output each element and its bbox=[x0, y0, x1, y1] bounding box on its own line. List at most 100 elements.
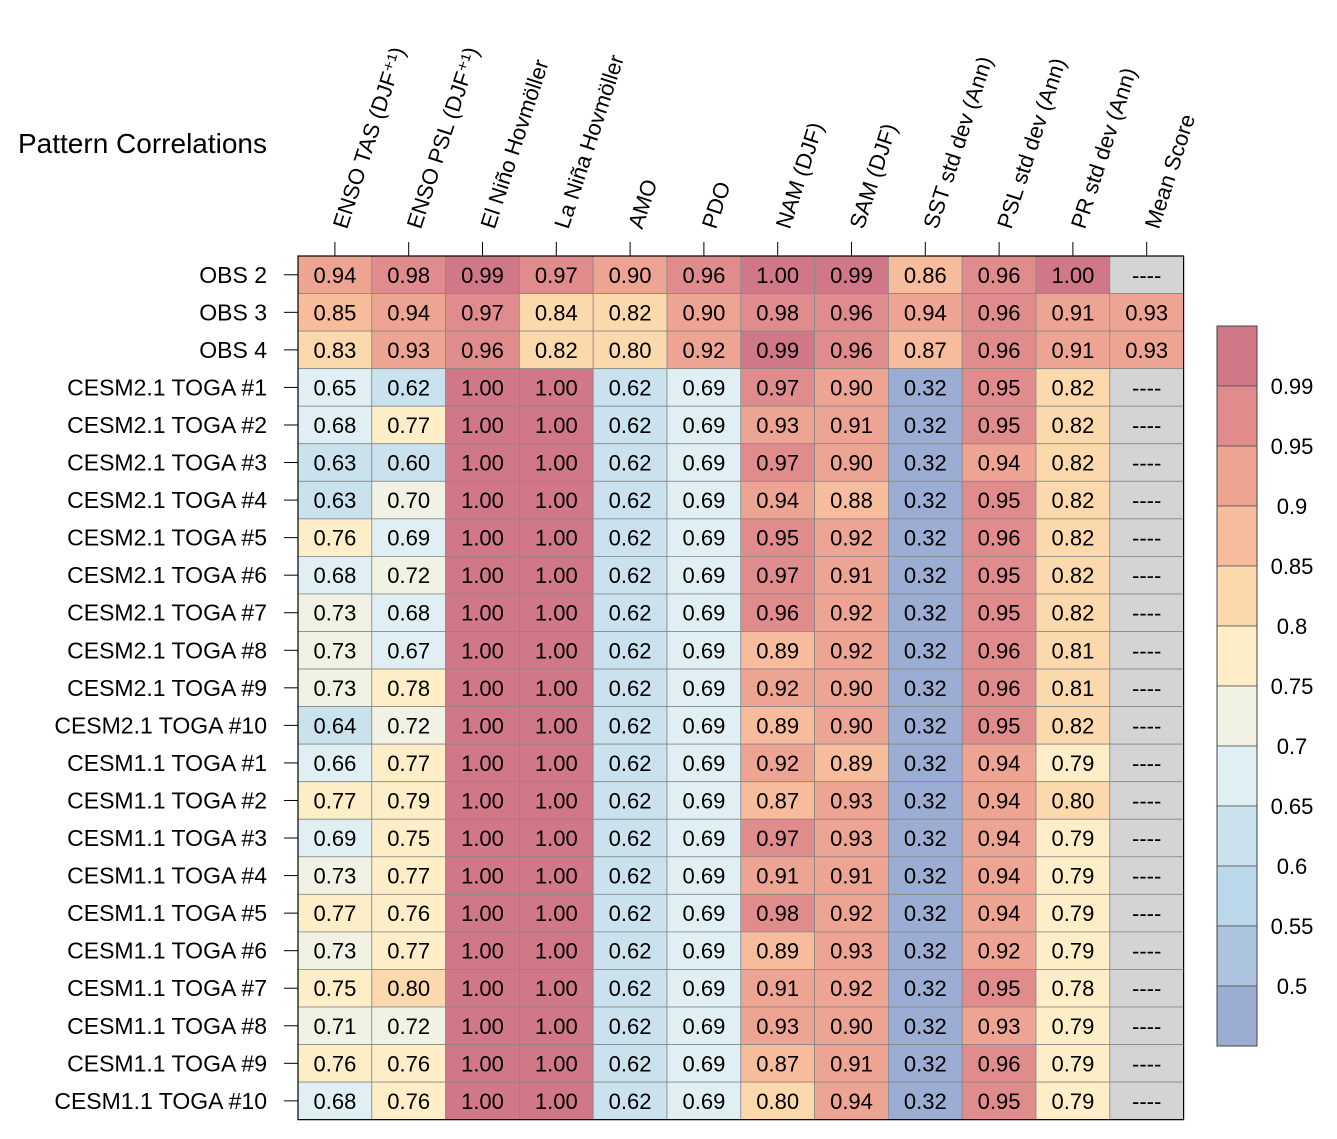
heatmap-cell bbox=[666, 443, 742, 482]
colorbar-swatch bbox=[1216, 325, 1258, 387]
cell-value-label: 1.00 bbox=[535, 488, 578, 513]
colorbar-swatch bbox=[1216, 985, 1258, 1047]
cell-value-label: 0.96 bbox=[978, 676, 1021, 701]
colorbar-tick-label: 0.6 bbox=[1277, 854, 1308, 879]
heatmap-cell bbox=[814, 706, 889, 745]
cell-value-label: 1.00 bbox=[535, 526, 578, 551]
cell-value-label: 0.32 bbox=[904, 413, 947, 438]
cell-value-label: 0.62 bbox=[387, 375, 430, 400]
heatmap-cell bbox=[961, 743, 1037, 783]
heatmap-cell bbox=[666, 518, 742, 557]
cell-value-label: 1.00 bbox=[535, 638, 578, 663]
cell-value-label: ---- bbox=[1132, 563, 1161, 588]
colorbar-tick-label: 0.8 bbox=[1277, 614, 1308, 639]
heatmap-cell bbox=[592, 893, 668, 933]
heatmap-cell bbox=[1109, 743, 1185, 783]
column-label: Mean Score bbox=[1140, 111, 1200, 232]
cell-value-label: 1.00 bbox=[535, 451, 578, 476]
cell-value-label: 0.94 bbox=[313, 263, 356, 288]
cell-value-label: 0.62 bbox=[609, 1089, 652, 1114]
cell-value-label: 0.98 bbox=[387, 263, 430, 288]
heatmap-cell bbox=[740, 668, 815, 707]
heatmap-cell bbox=[445, 1081, 520, 1121]
heatmap-cell bbox=[371, 405, 446, 445]
cell-value-label: ---- bbox=[1132, 413, 1161, 438]
cell-value-label: 1.00 bbox=[461, 939, 504, 964]
cell-value-label: ---- bbox=[1132, 713, 1161, 738]
heatmap-cell bbox=[1109, 969, 1185, 1008]
cell-value-label: 0.82 bbox=[1051, 413, 1094, 438]
heatmap-cell bbox=[592, 631, 668, 670]
cell-value-label: 0.95 bbox=[978, 713, 1021, 738]
heatmap-cell bbox=[445, 255, 520, 294]
heatmap-cell bbox=[445, 818, 520, 858]
heatmap-cell bbox=[371, 706, 446, 745]
heatmap-cell bbox=[814, 931, 889, 970]
cell-value-label: 0.92 bbox=[682, 338, 725, 363]
heatmap-cell bbox=[666, 293, 742, 332]
cell-value-label: 0.81 bbox=[1051, 676, 1094, 701]
cell-value-label: 0.94 bbox=[978, 826, 1021, 851]
cell-value-label: 0.62 bbox=[609, 751, 652, 776]
row-label: CESM1.1 TOGA #4 bbox=[67, 863, 267, 889]
heatmap-cell bbox=[371, 1006, 446, 1045]
cell-value-label: 0.97 bbox=[756, 826, 799, 851]
heatmap-cell bbox=[519, 969, 594, 1008]
heatmap-cell bbox=[814, 368, 889, 407]
heatmap-cell bbox=[888, 931, 963, 970]
heatmap-cell bbox=[961, 856, 1037, 895]
cell-value-label: 0.96 bbox=[978, 1051, 1021, 1076]
cell-value-label: 1.00 bbox=[461, 713, 504, 738]
cell-value-label: 0.79 bbox=[1051, 901, 1094, 926]
cell-value-label: 0.96 bbox=[756, 601, 799, 626]
heatmap-cell bbox=[1109, 443, 1185, 482]
cell-value-label: 0.77 bbox=[313, 788, 356, 813]
cell-value-label: ---- bbox=[1132, 638, 1161, 663]
heatmap-cell bbox=[666, 1006, 742, 1045]
cell-value-label: 0.92 bbox=[756, 751, 799, 776]
cell-value-label: 1.00 bbox=[535, 713, 578, 738]
heatmap-cell bbox=[888, 856, 963, 895]
cell-value-label: 0.95 bbox=[978, 488, 1021, 513]
column-label: ENSO PSL (DJF⁺¹) bbox=[402, 44, 484, 232]
heatmap-cell bbox=[961, 931, 1037, 970]
cell-value-label: 1.00 bbox=[756, 263, 799, 288]
cell-value-label: 1.00 bbox=[535, 1014, 578, 1039]
heatmap-cell bbox=[519, 1006, 594, 1045]
heatmap-cell bbox=[740, 743, 815, 783]
cell-value-label: 0.90 bbox=[830, 1014, 873, 1039]
cell-value-label: 1.00 bbox=[461, 976, 504, 1001]
cell-value-label: 0.95 bbox=[978, 1089, 1021, 1114]
heatmap-cell bbox=[814, 593, 889, 632]
cell-value-label: 0.77 bbox=[387, 413, 430, 438]
cell-value-label: 0.73 bbox=[313, 601, 356, 626]
heatmap-border bbox=[297, 255, 1185, 1121]
cell-value-label: 1.00 bbox=[535, 1089, 578, 1114]
colorbar-tick-label: 0.65 bbox=[1271, 794, 1314, 819]
cell-value-label: 1.00 bbox=[461, 375, 504, 400]
cell-value-label: ---- bbox=[1132, 375, 1161, 400]
heatmap-cell bbox=[445, 1044, 520, 1083]
cell-value-label: 0.82 bbox=[1051, 488, 1094, 513]
cell-value-label: 0.82 bbox=[535, 338, 578, 363]
heatmap-cell bbox=[297, 518, 373, 557]
heatmap-cell bbox=[1109, 255, 1185, 294]
cell-value-label: 0.97 bbox=[535, 263, 578, 288]
cell-value-label: 0.69 bbox=[682, 638, 725, 663]
cell-value-label: 0.96 bbox=[978, 300, 1021, 325]
heatmap-cell bbox=[592, 293, 668, 332]
cell-value-label: ---- bbox=[1132, 826, 1161, 851]
heatmap-cell bbox=[445, 706, 520, 745]
heatmap-cell bbox=[740, 405, 815, 445]
cell-value-label: 0.69 bbox=[682, 676, 725, 701]
heatmap-cell bbox=[888, 443, 963, 482]
heatmap-cell bbox=[814, 1006, 889, 1045]
cell-value-label: 0.91 bbox=[830, 1051, 873, 1076]
heatmap-cell bbox=[519, 893, 594, 933]
heatmap-cell bbox=[814, 518, 889, 557]
heatmap-cell bbox=[814, 443, 889, 482]
colorbar-swatch bbox=[1216, 865, 1258, 927]
heatmap-cell bbox=[1035, 706, 1111, 745]
heatmap-cell bbox=[592, 518, 668, 557]
